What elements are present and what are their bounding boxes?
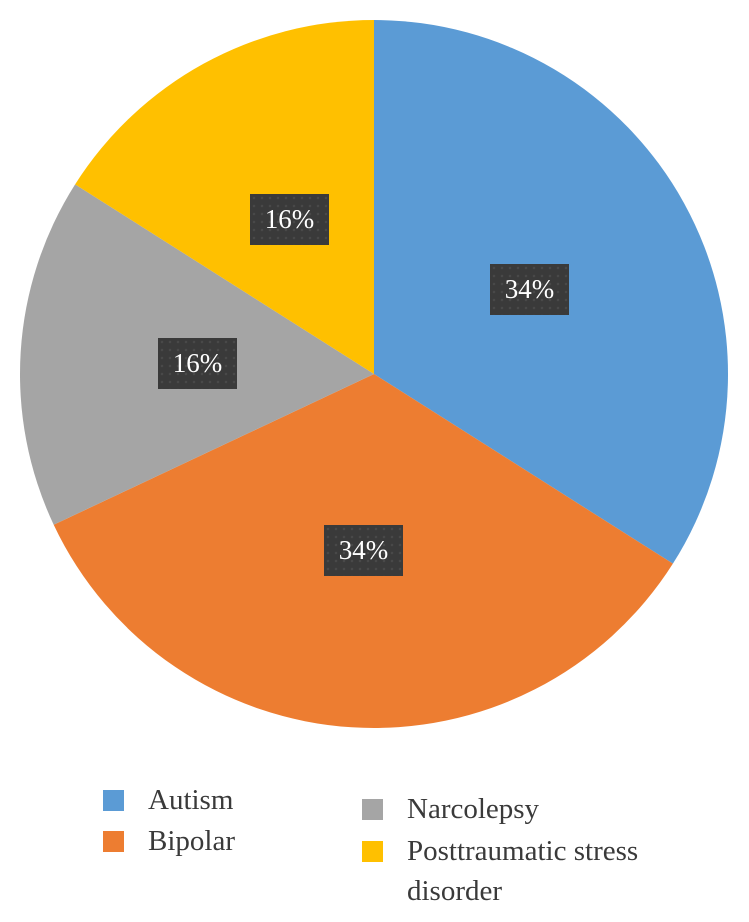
legend-swatch-bipolar xyxy=(103,831,124,852)
legend-label-bipolar: Bipolar xyxy=(148,825,235,857)
data-label-bipolar: 34% xyxy=(324,525,403,576)
legend-swatch-ptsd xyxy=(362,841,383,862)
legend-item-bipolar: Bipolar xyxy=(103,821,235,861)
legend-swatch-narcolepsy xyxy=(362,799,383,820)
legend-item-narcolepsy: Narcolepsy xyxy=(362,789,539,829)
legend-label-autism: Autism xyxy=(148,784,234,816)
data-label-ptsd: 16% xyxy=(250,194,329,245)
legend-label-ptsd: Posttraumatic stress disorder xyxy=(407,835,639,907)
legend-item-autism: Autism xyxy=(103,780,233,820)
legend-item-ptsd: Posttraumatic stress disorder xyxy=(362,831,647,911)
legend-label-narcolepsy: Narcolepsy xyxy=(407,793,540,825)
legend-swatch-autism xyxy=(103,790,124,811)
data-label-narcolepsy: 16% xyxy=(158,338,237,389)
pie-slice-ptsd xyxy=(75,20,375,374)
pie-chart xyxy=(19,20,728,728)
data-label-autism: 34% xyxy=(490,264,569,315)
